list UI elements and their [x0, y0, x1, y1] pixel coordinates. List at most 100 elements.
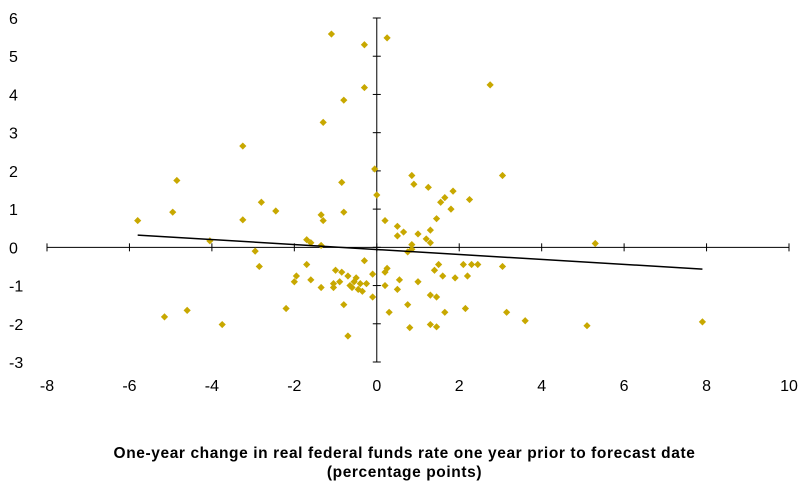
data-point	[383, 264, 391, 272]
data-point	[432, 293, 441, 301]
x-axis-title-line1: One-year change in real federal funds ra…	[113, 445, 696, 462]
y-tick-label: 6	[9, 11, 18, 28]
data-point	[451, 274, 459, 282]
data-point	[414, 230, 422, 238]
data-point	[292, 272, 300, 280]
data-point	[336, 278, 344, 286]
data-point	[340, 301, 348, 309]
data-point	[329, 280, 338, 288]
data-point	[257, 198, 265, 206]
data-point	[282, 304, 290, 313]
data-point	[406, 324, 414, 332]
data-point	[272, 207, 280, 215]
data-point	[348, 283, 356, 292]
data-point	[467, 260, 476, 269]
data-point	[307, 276, 315, 284]
data-point	[393, 222, 401, 230]
data-point	[329, 283, 338, 292]
data-point	[358, 287, 366, 295]
data-point	[352, 274, 360, 282]
y-tick-label: -2	[9, 317, 23, 334]
data-point	[360, 83, 369, 92]
data-point	[435, 260, 443, 269]
data-point	[463, 272, 472, 280]
data-point	[350, 278, 358, 286]
data-point	[360, 41, 369, 49]
data-point	[319, 216, 327, 225]
y-tick-label: 4	[9, 87, 18, 104]
data-point	[474, 260, 482, 269]
data-point	[338, 268, 346, 276]
data-point	[383, 34, 391, 42]
data-point	[447, 205, 455, 213]
y-tick-label: 5	[9, 49, 18, 66]
data-point	[459, 260, 467, 269]
y-tick-label: -1	[9, 279, 23, 296]
data-point	[583, 322, 591, 330]
data-point	[414, 278, 422, 286]
data-point	[486, 81, 494, 89]
data-point	[441, 194, 449, 202]
data-point	[239, 216, 247, 224]
data-point	[426, 226, 434, 234]
data-point	[426, 320, 434, 329]
data-point	[340, 96, 348, 104]
trendline	[137, 234, 703, 270]
x-tick-label: -4	[205, 378, 219, 395]
data-point	[498, 171, 507, 180]
x-tick-label: -8	[40, 378, 54, 395]
x-tick-label: 10	[780, 378, 798, 395]
data-point	[449, 187, 457, 195]
y-tick-label: 3	[9, 126, 18, 143]
data-point	[591, 239, 599, 248]
data-point	[317, 283, 325, 292]
data-point	[307, 239, 315, 247]
data-point	[255, 262, 263, 271]
data-point	[465, 195, 474, 204]
data-point	[344, 332, 352, 340]
data-point	[340, 208, 348, 216]
data-point	[173, 176, 181, 185]
data-point	[393, 285, 401, 293]
data-point	[439, 272, 447, 280]
data-point	[698, 318, 707, 326]
data-point	[319, 118, 327, 126]
data-point	[424, 183, 432, 191]
x-tick-label: -2	[287, 378, 301, 395]
data-point	[432, 323, 441, 331]
y-tick-label: -3	[9, 355, 23, 372]
data-point	[317, 211, 325, 219]
data-point	[290, 278, 298, 286]
data-point	[393, 232, 401, 240]
data-point	[381, 268, 389, 276]
data-points	[134, 30, 707, 340]
data-point	[251, 247, 259, 255]
data-point	[169, 208, 177, 216]
data-point	[381, 216, 389, 225]
data-point	[404, 301, 412, 309]
data-point	[426, 291, 434, 299]
data-point	[303, 260, 311, 269]
y-tick-label: 0	[9, 240, 18, 257]
data-point	[356, 280, 364, 288]
data-point	[385, 308, 393, 316]
data-point	[160, 313, 169, 321]
y-tick-label: 2	[9, 164, 18, 181]
data-point	[338, 178, 346, 186]
x-axis-title-line2: (percentage points)	[326, 464, 483, 481]
data-point	[430, 266, 439, 274]
data-point	[432, 215, 441, 223]
data-point	[344, 272, 352, 280]
data-point	[521, 317, 529, 325]
x-tick-label: 6	[620, 378, 629, 395]
data-point	[218, 320, 226, 329]
data-point	[395, 276, 404, 284]
data-point	[369, 270, 377, 278]
data-point	[498, 262, 507, 271]
x-tick-label: 4	[537, 378, 546, 395]
data-point	[408, 171, 416, 180]
y-tick-label: 1	[9, 202, 18, 219]
data-point	[422, 235, 430, 243]
data-point	[408, 241, 416, 249]
